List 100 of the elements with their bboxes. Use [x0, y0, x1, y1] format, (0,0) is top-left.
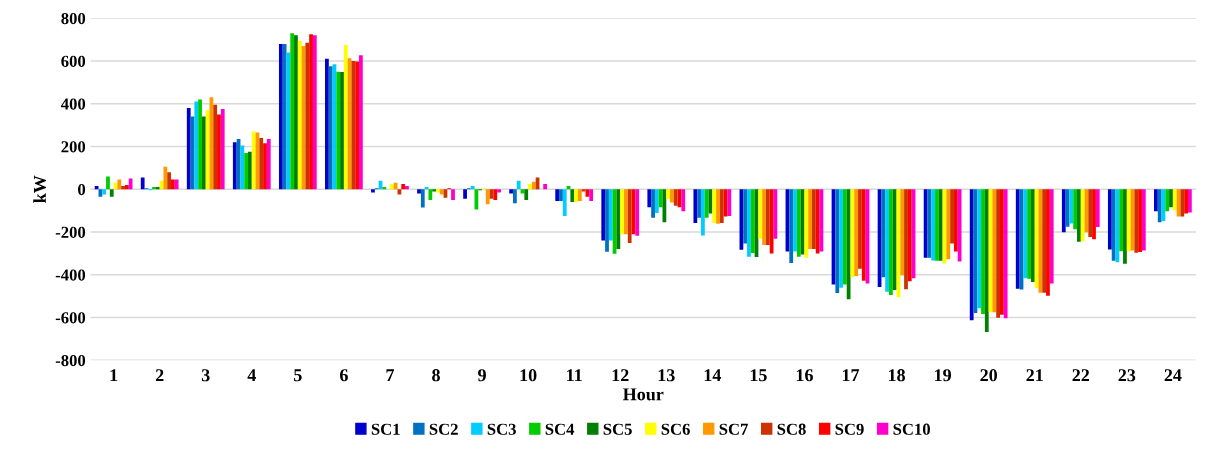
x-tick-label: 4	[247, 369, 256, 382]
bar	[931, 189, 936, 261]
bar	[608, 189, 613, 241]
bar	[109, 189, 114, 197]
bar	[1034, 189, 1039, 288]
bar	[562, 189, 567, 216]
bar	[624, 189, 628, 235]
bar	[420, 189, 425, 208]
bar	[861, 189, 866, 281]
bar	[278, 43, 283, 190]
bar	[259, 137, 264, 190]
bar	[1015, 189, 1020, 289]
bar	[248, 151, 252, 190]
y-tick-label: -200	[55, 226, 86, 238]
bar	[950, 189, 954, 244]
bar	[359, 55, 363, 190]
bar	[263, 143, 267, 190]
bar	[804, 189, 809, 258]
bar	[651, 189, 655, 218]
bar	[892, 189, 897, 290]
bar	[900, 189, 905, 276]
bar	[94, 186, 99, 190]
bar	[405, 186, 409, 190]
bar	[232, 142, 237, 190]
bar	[812, 189, 816, 249]
bar	[121, 186, 125, 190]
bar	[163, 166, 168, 190]
bar	[846, 189, 851, 300]
legend-label: SC3	[487, 423, 516, 435]
x-tick-label: 21	[1026, 369, 1043, 382]
bar	[839, 189, 843, 288]
bar	[251, 131, 256, 190]
bar	[294, 35, 298, 190]
bar	[697, 189, 702, 218]
x-tick-label: 2	[155, 369, 164, 382]
bar	[946, 189, 951, 260]
bar	[1023, 189, 1028, 279]
bar	[620, 189, 625, 235]
bar	[938, 189, 943, 261]
bar	[497, 189, 501, 193]
bar	[627, 189, 632, 243]
x-tick-label: 14	[704, 369, 722, 382]
bar	[389, 183, 394, 190]
bar	[493, 189, 498, 200]
bar	[167, 172, 172, 190]
y-tick-label: 400	[60, 98, 86, 110]
bar	[1134, 189, 1139, 253]
bar	[815, 189, 820, 254]
bar	[213, 104, 218, 190]
bar	[716, 189, 720, 224]
y-tick-label: -800	[55, 354, 86, 367]
bar	[439, 189, 444, 195]
bar	[1030, 189, 1035, 283]
bar	[355, 61, 360, 190]
bar	[996, 189, 1000, 318]
bar	[747, 189, 751, 257]
bar	[796, 189, 801, 257]
bar	[854, 189, 859, 277]
bar	[758, 189, 763, 239]
x-tick-label: 5	[294, 369, 302, 382]
x-tick-label: 7	[386, 369, 395, 382]
legend-label: SC7	[719, 423, 748, 435]
bar	[666, 189, 671, 200]
bar	[957, 189, 962, 262]
y-tick-label: 200	[61, 141, 86, 153]
bar	[282, 43, 287, 190]
bar	[1003, 189, 1008, 319]
bar	[186, 108, 191, 190]
x-axis-title: Hour	[623, 388, 664, 401]
bar	[1107, 189, 1112, 250]
bar	[102, 189, 107, 195]
bar	[351, 60, 356, 190]
bar	[451, 189, 455, 200]
bar	[1077, 189, 1081, 242]
bar	[616, 189, 621, 249]
bar	[155, 187, 160, 190]
bar	[670, 189, 674, 203]
bar	[765, 189, 770, 246]
x-tick-label: 24	[1164, 369, 1182, 382]
bar	[371, 189, 375, 193]
bar	[881, 189, 886, 278]
bar	[220, 109, 225, 190]
bar	[577, 189, 582, 201]
bar	[336, 71, 341, 190]
x-tick-label: 15	[750, 369, 767, 382]
bar	[1157, 189, 1162, 223]
legend-label: SC10	[893, 423, 930, 435]
bar	[793, 189, 797, 252]
bar	[835, 189, 840, 294]
bar	[555, 189, 560, 201]
bar	[513, 189, 517, 204]
bar	[601, 189, 606, 241]
y-tick-label: -600	[55, 312, 86, 324]
bar	[1123, 189, 1127, 264]
bar	[701, 189, 705, 236]
bar	[992, 189, 997, 313]
bar	[1111, 189, 1116, 261]
bar	[436, 189, 440, 193]
bar	[382, 187, 387, 190]
bar	[485, 189, 490, 205]
